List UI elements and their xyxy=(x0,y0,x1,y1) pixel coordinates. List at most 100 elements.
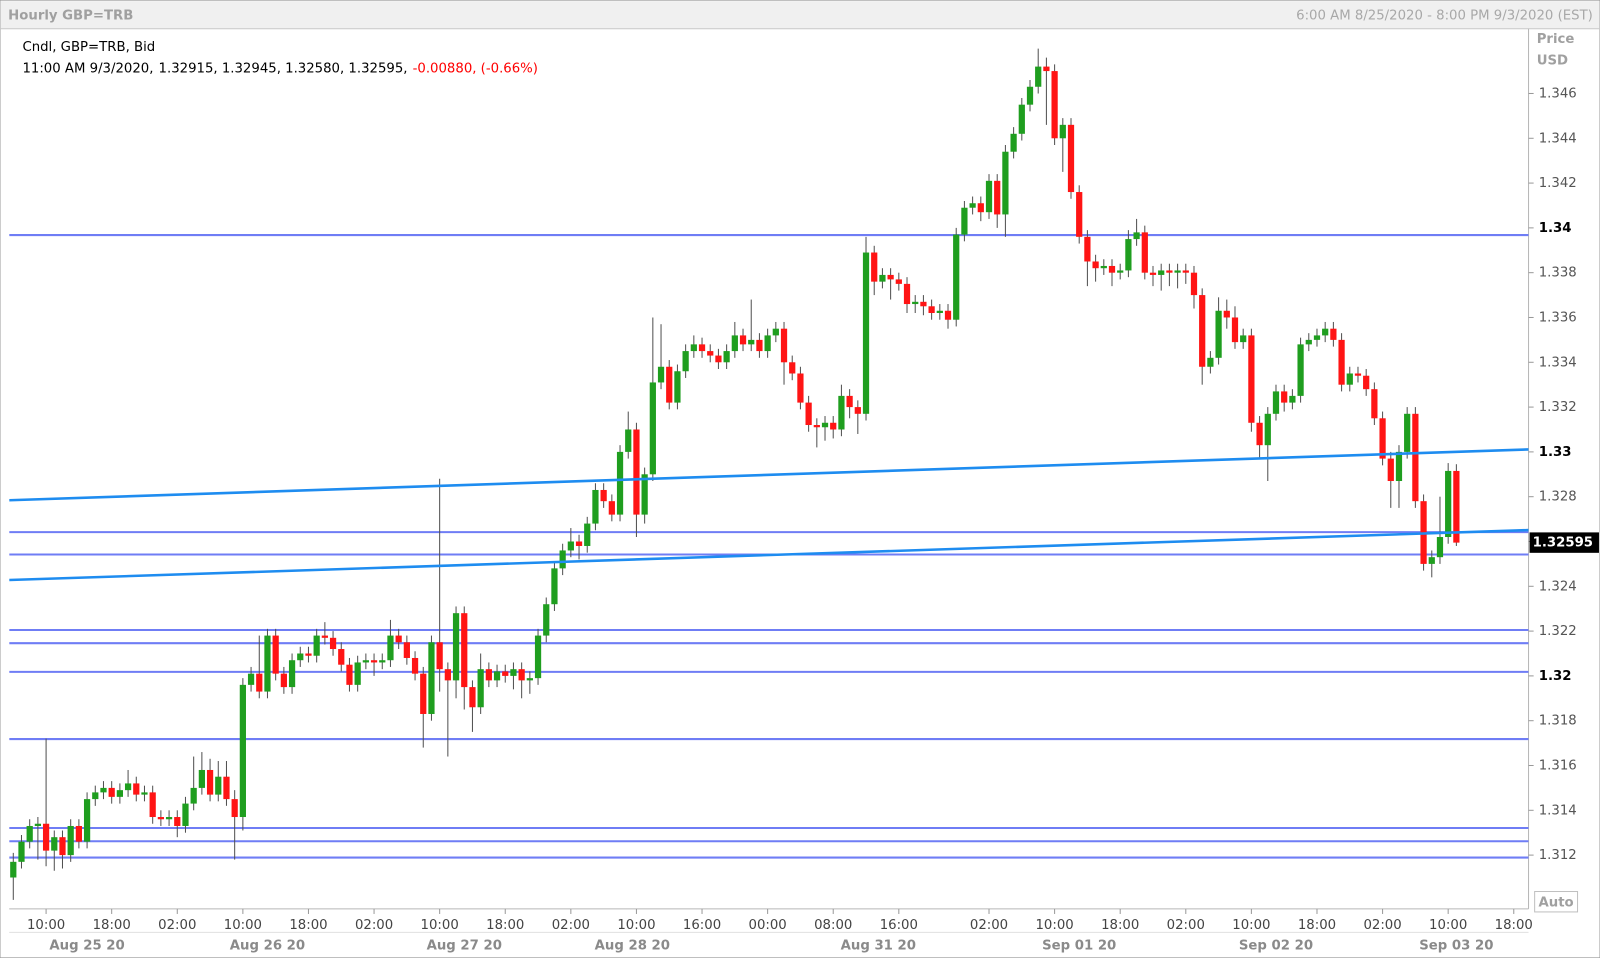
candle-body xyxy=(1428,557,1435,564)
candle-body xyxy=(526,678,533,681)
candle-body xyxy=(428,642,435,714)
candle-body xyxy=(518,669,525,681)
candle-body xyxy=(1026,86,1034,105)
candle-body xyxy=(1305,339,1312,345)
auto-label[interactable]: Auto xyxy=(1539,896,1574,911)
x-tick-label: 18:00 xyxy=(1101,918,1139,933)
candle-body xyxy=(838,395,845,430)
candle-body xyxy=(748,339,755,345)
candle-body xyxy=(1371,389,1378,419)
candle-body xyxy=(420,673,427,714)
x-tick-label: 02:00 xyxy=(1167,918,1205,933)
candle-body xyxy=(1445,470,1452,538)
candle-body xyxy=(116,790,123,797)
candle-body xyxy=(133,783,140,795)
x-tick-label: 18:00 xyxy=(1495,918,1533,933)
candle-body xyxy=(559,550,566,569)
candle-body xyxy=(329,637,337,650)
x-tick-label: 02:00 xyxy=(552,918,590,933)
candle-body xyxy=(1412,413,1419,502)
candle-body xyxy=(551,568,558,605)
x-tick-label: 02:00 xyxy=(970,918,1008,933)
candle-body xyxy=(92,792,99,800)
candle-body xyxy=(903,283,911,305)
x-tick-label: 10:00 xyxy=(1429,918,1467,933)
auto-button[interactable] xyxy=(1534,890,1579,913)
candle-body xyxy=(1182,270,1189,273)
candle-body xyxy=(1084,236,1091,262)
x-tick-label: 16:00 xyxy=(880,918,918,933)
candle-body xyxy=(953,234,960,320)
candle-body xyxy=(1092,261,1099,269)
candle-body xyxy=(42,823,50,851)
candle-body xyxy=(739,335,747,345)
candle-body xyxy=(1297,344,1304,396)
candle-body xyxy=(797,373,804,403)
candle-body xyxy=(493,671,501,681)
candle-body xyxy=(1379,418,1386,459)
candle-body xyxy=(1453,470,1460,543)
info-ohlc: 1.32915, 1.32945, 1.32580, 1.32595, xyxy=(159,62,408,77)
last-price-label: 1.32595 xyxy=(1533,536,1593,551)
candle-body xyxy=(682,351,689,372)
candle-body xyxy=(1051,71,1058,139)
candle-body xyxy=(34,823,42,826)
trend-line xyxy=(9,448,1529,502)
candle-body xyxy=(887,274,894,280)
candle-body xyxy=(67,825,74,856)
candle-body xyxy=(1133,232,1140,240)
candle-body xyxy=(1215,310,1222,358)
candle-body xyxy=(485,669,492,681)
candle-body xyxy=(715,355,722,363)
candle-body xyxy=(1010,133,1017,152)
candle-body xyxy=(1338,339,1345,385)
candle-body xyxy=(411,657,419,674)
plot-area xyxy=(9,48,1529,900)
y-tick-label: 1.324 xyxy=(1539,579,1577,594)
candle-body xyxy=(444,669,451,681)
candle-body xyxy=(461,613,468,688)
y-tick-label: 1.328 xyxy=(1539,490,1577,505)
x-tick-label: 10:00 xyxy=(617,918,655,933)
y-axis-unit: USD xyxy=(1537,53,1568,68)
date-label: Sep 01 20 xyxy=(1042,939,1116,954)
candle-body xyxy=(985,180,993,213)
candle-body xyxy=(1207,357,1214,367)
y-tick-label: 1.318 xyxy=(1539,714,1577,729)
candle-body xyxy=(920,301,927,307)
candle-body xyxy=(657,366,665,383)
candle-body xyxy=(469,687,476,708)
y-tick-label: 1.312 xyxy=(1539,848,1577,863)
candle-body xyxy=(813,425,820,428)
candle-body xyxy=(321,635,328,638)
candle-body xyxy=(1248,335,1255,423)
info-time: 11:00 AM 9/3/2020, xyxy=(22,62,153,77)
candle-body xyxy=(354,662,361,685)
candle-body xyxy=(895,279,902,284)
candle-body xyxy=(1313,335,1321,340)
candle-body xyxy=(1158,270,1165,275)
candle-body xyxy=(936,310,943,314)
candle-body xyxy=(1076,192,1083,237)
y-tick-label: 1.316 xyxy=(1539,759,1577,774)
candle-body xyxy=(912,301,919,305)
x-tick-label: 10:00 xyxy=(1232,918,1270,933)
candle-body xyxy=(1149,272,1157,275)
candle-body xyxy=(223,776,230,800)
candle-body xyxy=(379,660,386,663)
y-tick-label: 1.34 xyxy=(1539,221,1572,236)
candle-body xyxy=(1272,391,1280,414)
x-tick-label: 10:00 xyxy=(27,918,65,933)
candle-body xyxy=(616,451,624,515)
x-tick-label: 10:00 xyxy=(224,918,262,933)
candle-body xyxy=(452,613,460,681)
x-tick-label: 00:00 xyxy=(749,918,787,933)
candle-body xyxy=(871,252,878,282)
range-text: 6:00 AM 8/25/2020 - 8:00 PM 9/3/2020 (ES… xyxy=(1296,8,1593,23)
candle-body xyxy=(1166,270,1173,273)
candle-body xyxy=(387,635,394,661)
candle-body xyxy=(821,422,829,428)
date-label: Sep 02 20 xyxy=(1239,939,1313,954)
candle-body xyxy=(124,783,132,791)
